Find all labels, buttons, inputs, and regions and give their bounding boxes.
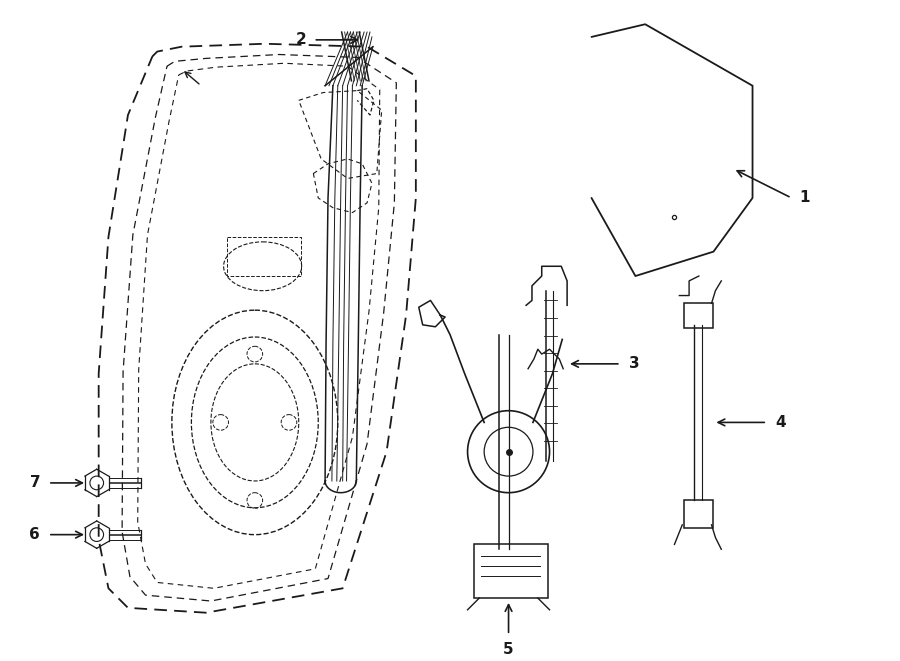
Text: 1: 1 bbox=[799, 190, 810, 206]
Text: 3: 3 bbox=[628, 356, 639, 371]
Text: 5: 5 bbox=[503, 642, 514, 657]
Text: 6: 6 bbox=[30, 527, 40, 542]
Bar bbox=[684, 500, 714, 527]
Bar bbox=[228, 237, 301, 276]
Bar bbox=[684, 303, 714, 328]
Text: 7: 7 bbox=[30, 475, 40, 490]
Text: 2: 2 bbox=[296, 32, 307, 48]
Text: 4: 4 bbox=[775, 415, 786, 430]
Bar bbox=[474, 545, 547, 598]
